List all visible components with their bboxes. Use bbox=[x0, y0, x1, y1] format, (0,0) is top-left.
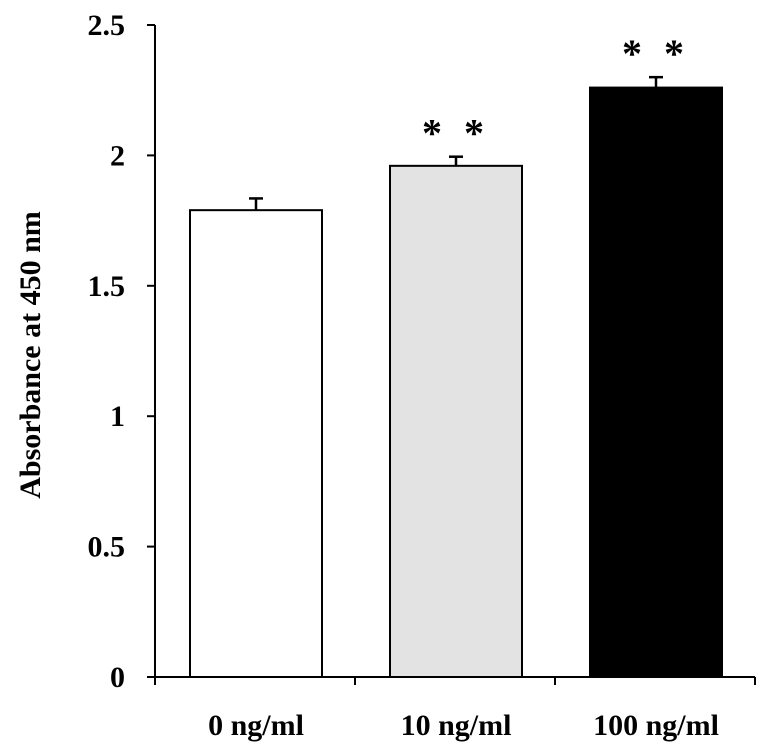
tick-labels: 0 0.5 1 1.5 2 2.5 0 ng/ml 10 ng/ml * * 100 ng/ml *… bbox=[88, 9, 719, 742]
bar bbox=[189, 209, 323, 678]
x-tick-label: 0 ng/ml bbox=[208, 709, 304, 742]
bar bbox=[589, 86, 723, 679]
y-tick-label: 2.5 bbox=[88, 9, 126, 42]
x-tick-label: 100 ng/ml bbox=[593, 709, 719, 742]
bars bbox=[189, 75, 723, 679]
y-tick-label: 0 bbox=[110, 661, 125, 694]
significance-marker: * * bbox=[422, 111, 490, 156]
bar bbox=[389, 164, 523, 678]
significance-marker: * * bbox=[622, 31, 690, 76]
y-tick-label: 2 bbox=[110, 139, 125, 172]
y-tick-label: 1.5 bbox=[88, 270, 126, 303]
y-axis-label-group: Absorbance at 450 nm bbox=[14, 211, 47, 499]
y-tick-label: 1 bbox=[110, 400, 125, 433]
y-axis-label: Absorbance at 450 nm bbox=[14, 211, 47, 499]
x-tick-label: 10 ng/ml bbox=[401, 709, 512, 742]
y-tick-label: 0.5 bbox=[88, 531, 126, 564]
